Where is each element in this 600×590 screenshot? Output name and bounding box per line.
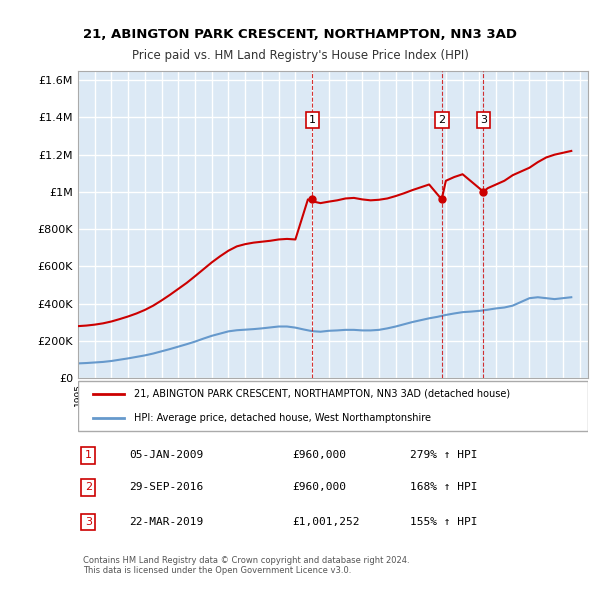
Text: Contains HM Land Registry data © Crown copyright and database right 2024.
This d: Contains HM Land Registry data © Crown c…	[83, 556, 410, 575]
Text: 279% ↑ HPI: 279% ↑ HPI	[409, 450, 477, 460]
Text: 168% ↑ HPI: 168% ↑ HPI	[409, 483, 477, 493]
Text: £960,000: £960,000	[292, 483, 346, 493]
Text: 05-JAN-2009: 05-JAN-2009	[129, 450, 203, 460]
Text: 21, ABINGTON PARK CRESCENT, NORTHAMPTON, NN3 3AD: 21, ABINGTON PARK CRESCENT, NORTHAMPTON,…	[83, 28, 517, 41]
Text: 2: 2	[85, 483, 92, 493]
Text: £1,001,252: £1,001,252	[292, 517, 360, 527]
Text: 1: 1	[309, 115, 316, 125]
FancyBboxPatch shape	[78, 381, 588, 431]
Text: 21, ABINGTON PARK CRESCENT, NORTHAMPTON, NN3 3AD (detached house): 21, ABINGTON PARK CRESCENT, NORTHAMPTON,…	[134, 389, 510, 399]
Text: 155% ↑ HPI: 155% ↑ HPI	[409, 517, 477, 527]
Text: 2: 2	[438, 115, 445, 125]
Text: HPI: Average price, detached house, West Northamptonshire: HPI: Average price, detached house, West…	[134, 413, 431, 423]
Text: £960,000: £960,000	[292, 450, 346, 460]
Text: Price paid vs. HM Land Registry's House Price Index (HPI): Price paid vs. HM Land Registry's House …	[131, 49, 469, 62]
Text: 3: 3	[480, 115, 487, 125]
Text: 1: 1	[85, 450, 92, 460]
Text: 29-SEP-2016: 29-SEP-2016	[129, 483, 203, 493]
Text: 22-MAR-2019: 22-MAR-2019	[129, 517, 203, 527]
Text: 3: 3	[85, 517, 92, 527]
